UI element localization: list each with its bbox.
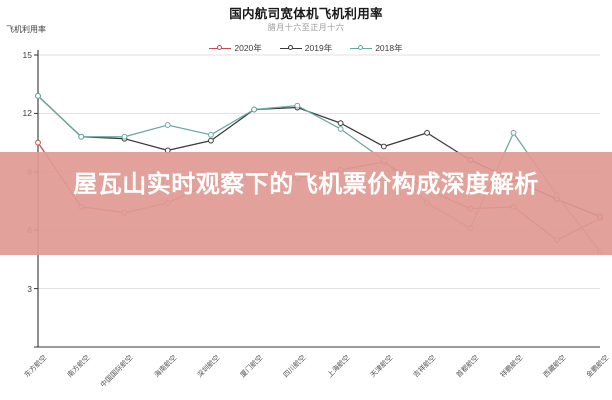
- data-point: [294, 102, 301, 109]
- data-point: [35, 139, 41, 146]
- data-point: [121, 133, 128, 140]
- chart-subtitle: 腊月十六至正月十六: [267, 23, 345, 32]
- legend-item-2019[interactable]: 2019年: [279, 42, 333, 54]
- data-point: [337, 120, 344, 127]
- legend-swatch-2018: [350, 44, 373, 53]
- data-point: [424, 129, 430, 136]
- overlay-banner-text: 屋瓦山实时观察下的飞机票价构成深度解析: [73, 171, 539, 198]
- chart-legend: 2020年 2019年 2018年: [0, 42, 612, 54]
- legend-item-2018[interactable]: 2018年: [350, 42, 403, 54]
- legend-item-2020[interactable]: 2020年: [209, 42, 262, 54]
- data-point: [164, 122, 171, 128]
- y-axis-label: 飞机利用率: [6, 25, 46, 34]
- data-point: [380, 143, 387, 150]
- legend-label-2020: 2020年: [234, 43, 262, 53]
- y-tick-label: 15: [22, 50, 32, 60]
- overlay-banner: [0, 152, 612, 255]
- legend-swatch-2019: [279, 44, 302, 53]
- legend-label-2018: 2018年: [375, 43, 403, 53]
- data-point: [208, 131, 214, 138]
- data-point: [251, 106, 258, 113]
- legend-swatch-2020: [209, 44, 232, 53]
- data-point: [35, 92, 41, 99]
- legend-label-2019: 2019年: [304, 43, 333, 53]
- y-tick-label: 12: [22, 108, 32, 119]
- data-point: [337, 126, 344, 132]
- data-point: [208, 137, 214, 144]
- data-point: [510, 129, 517, 136]
- chart-title: 国内航司宽体机飞机利用率: [229, 7, 383, 21]
- series-line-2018年: [37, 95, 601, 252]
- data-point: [78, 133, 85, 140]
- y-tick-label: 3: [27, 283, 32, 294]
